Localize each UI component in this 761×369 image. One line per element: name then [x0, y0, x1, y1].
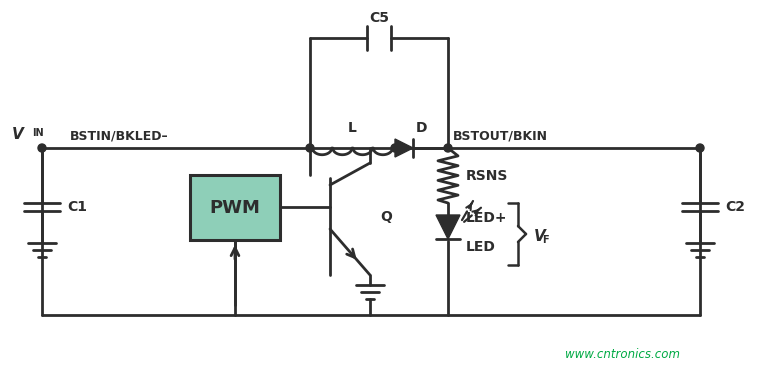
Polygon shape	[395, 139, 413, 157]
Text: LED: LED	[466, 240, 496, 254]
Circle shape	[696, 144, 704, 152]
Text: IN: IN	[32, 128, 43, 138]
Text: L: L	[348, 121, 357, 135]
Text: C5: C5	[369, 11, 389, 25]
Circle shape	[391, 144, 399, 152]
Circle shape	[38, 144, 46, 152]
Text: V: V	[534, 228, 546, 244]
Circle shape	[306, 144, 314, 152]
Polygon shape	[436, 215, 460, 239]
Text: LED+: LED+	[466, 211, 508, 225]
Text: BSTIN/BKLED–: BSTIN/BKLED–	[70, 130, 169, 142]
Text: C1: C1	[67, 200, 87, 214]
Text: RSNS: RSNS	[466, 169, 508, 183]
Text: www.cntronics.com: www.cntronics.com	[565, 348, 680, 362]
FancyBboxPatch shape	[190, 175, 280, 240]
Text: V: V	[12, 127, 24, 141]
Text: Q: Q	[380, 210, 392, 224]
Text: C2: C2	[725, 200, 745, 214]
Text: F: F	[542, 235, 549, 245]
Text: BSTOUT/BKIN: BSTOUT/BKIN	[453, 130, 548, 142]
Text: PWM: PWM	[209, 199, 260, 217]
Circle shape	[444, 144, 452, 152]
Text: D: D	[416, 121, 427, 135]
